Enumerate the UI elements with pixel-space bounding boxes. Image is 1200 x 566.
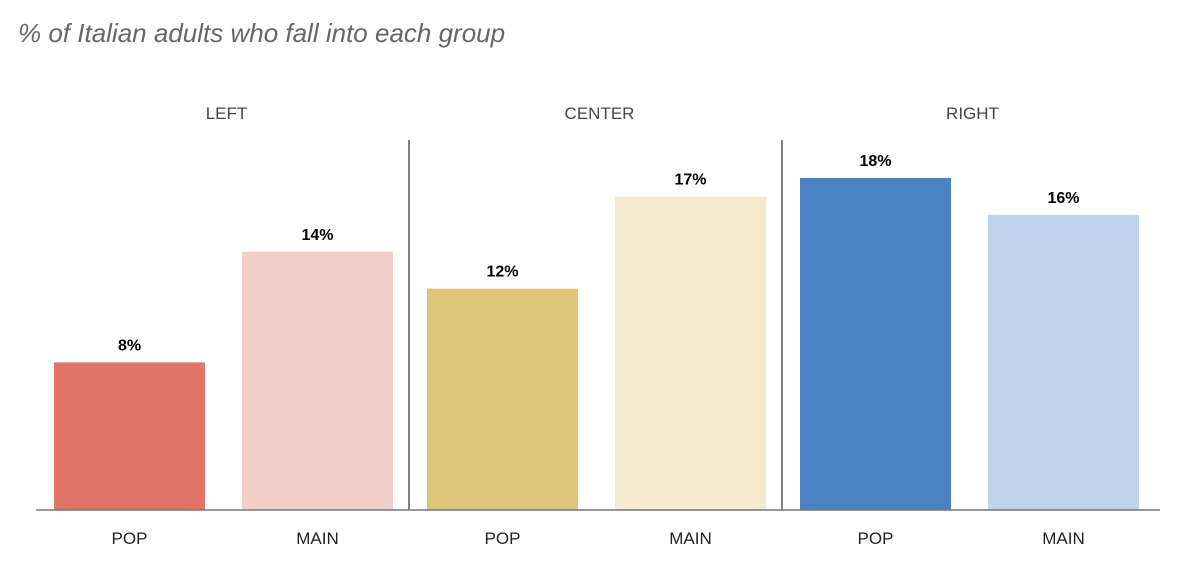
data-label-left-pop: 8%	[118, 337, 141, 354]
x-tick-label-left-main: MAIN	[296, 529, 339, 548]
bar-center-pop	[427, 288, 578, 510]
group-label-right: RIGHT	[946, 104, 999, 123]
x-tick-label-center-pop: POP	[485, 529, 521, 548]
bar-center-main	[615, 196, 766, 510]
group-label-left: LEFT	[206, 104, 248, 123]
bar-left-main	[242, 251, 393, 510]
x-tick-label-left-pop: POP	[112, 529, 148, 548]
group-label-center: CENTER	[565, 104, 635, 123]
data-label-left-main: 14%	[301, 227, 333, 244]
bar-right-main	[988, 214, 1139, 510]
x-tick-label-right-main: MAIN	[1042, 529, 1085, 548]
data-label-center-pop: 12%	[486, 264, 518, 281]
data-label-center-main: 17%	[674, 171, 706, 188]
chart-title: % of Italian adults who fall into each g…	[18, 18, 506, 48]
data-label-right-pop: 18%	[859, 153, 891, 170]
bar-right-pop	[800, 178, 951, 510]
bar-left-pop	[54, 362, 205, 510]
x-tick-label-right-pop: POP	[858, 529, 894, 548]
x-tick-label-center-main: MAIN	[669, 529, 712, 548]
data-label-right-main: 16%	[1047, 190, 1079, 207]
